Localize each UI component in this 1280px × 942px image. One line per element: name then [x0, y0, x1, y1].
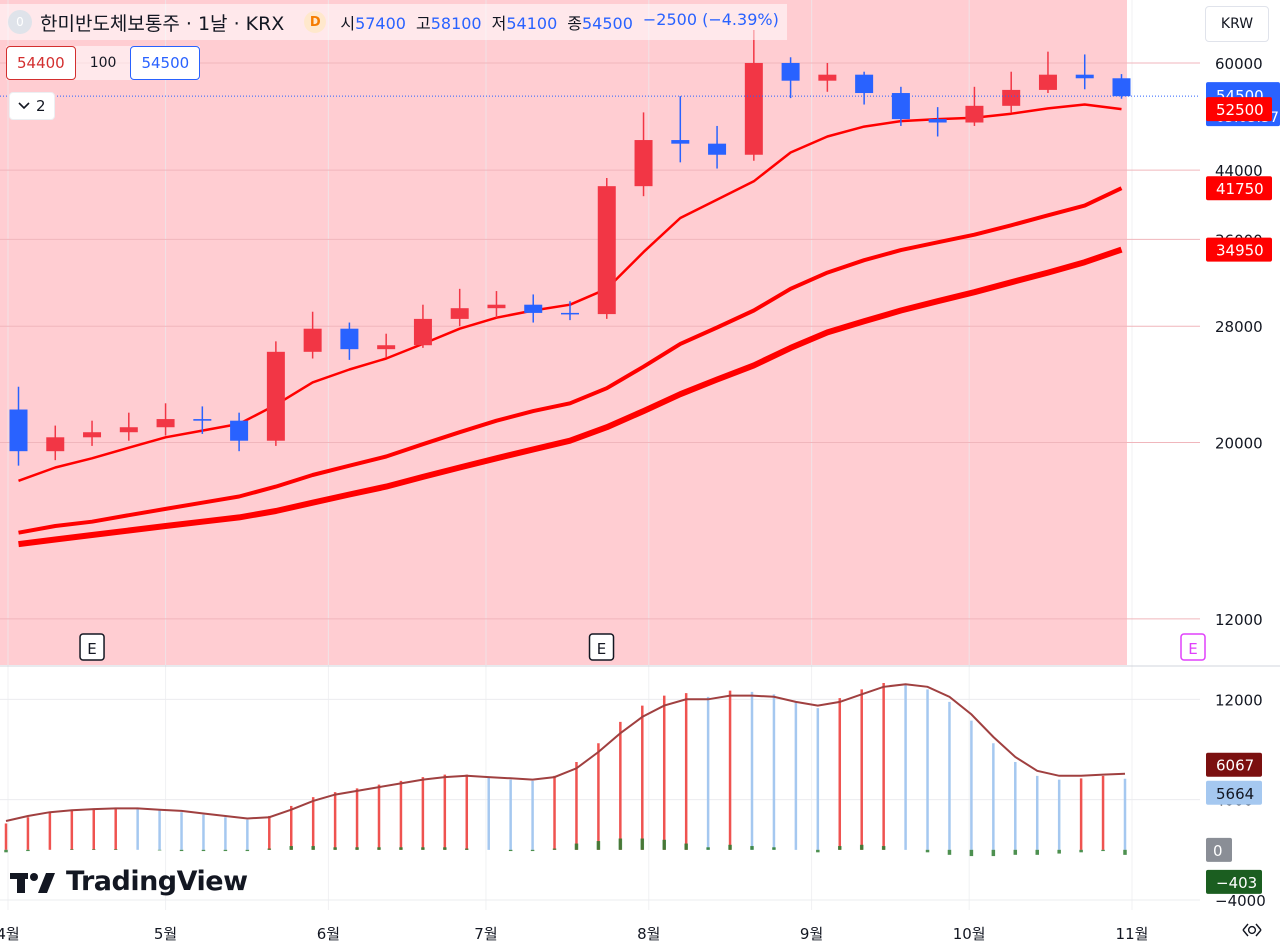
earnings-marker-label: E [87, 640, 96, 658]
candle-body [671, 140, 690, 144]
high-value: 58100 [430, 14, 482, 33]
earnings-marker [79, 633, 105, 661]
candle-body [524, 304, 543, 313]
open-key: 시 [340, 14, 356, 33]
tradingview-logo[interactable]: TradingView [10, 866, 248, 897]
candle-body [156, 419, 175, 428]
close-value: 54500 [581, 14, 633, 33]
moving-average-line [18, 246, 1123, 548]
candle-body [708, 143, 727, 155]
change-value: −2500 (−4.39%) [642, 10, 779, 29]
candle-body [1038, 74, 1057, 90]
ma-value-label: 52500 [1216, 101, 1264, 119]
candle-body [303, 328, 322, 352]
price-axis-tick-label: 44000 [1215, 162, 1263, 180]
candle-body [1002, 89, 1021, 106]
candle-body [450, 308, 469, 319]
candle-body [266, 351, 285, 441]
oscillator-value-label: 0 [1213, 842, 1223, 860]
high-key: 고 [415, 14, 431, 33]
signal-line [5, 683, 1126, 822]
currency-button[interactable]: KRW [1205, 6, 1269, 42]
time-axis-tick-label: 11월 [1116, 925, 1149, 941]
ma-value-label-bg [1206, 176, 1272, 201]
oscillator-axis-tick-label: −4000 [1215, 892, 1266, 910]
chevron-down-icon [18, 102, 30, 110]
settings-icon[interactable] [1240, 922, 1262, 942]
candle-body [818, 74, 837, 81]
ohlc-values: 시57400 고58100 저54100 종54500 −2500 (−4.39… [340, 10, 779, 34]
time-axis-tick-label: 6월 [317, 925, 340, 941]
time-axis-tick-label: 8월 [637, 925, 660, 941]
price-axis-tick-label: 12000 [1215, 611, 1263, 629]
candle-body [487, 304, 506, 309]
oscillator-value-label-bg [1206, 780, 1262, 805]
indicators-toggle-button[interactable]: 2 [9, 92, 55, 120]
candle-body [1112, 78, 1131, 97]
indicators-count: 2 [36, 97, 46, 115]
highlight-band [0, 0, 1127, 665]
candle-body [855, 74, 874, 94]
candle-body [561, 312, 579, 315]
candle-body [46, 437, 65, 452]
earnings-marker-label: E [1188, 640, 1197, 658]
symbol-title[interactable]: 한미반도체보통주 · 1날 · KRX [40, 12, 285, 35]
time-axis-tick-label: 9월 [800, 925, 823, 941]
candle-body [781, 62, 800, 81]
buy-button[interactable]: 54500 [130, 46, 201, 80]
time-axis-tick-label: 5월 [154, 925, 177, 941]
time-axis-tick-label: 10월 [953, 925, 986, 941]
ma-value-label: 34950 [1216, 242, 1264, 260]
data-source-badge[interactable]: D [304, 11, 327, 33]
symbol-header: 0 한미반도체보통주 · 1날 · KRX D 시57400 고58100 저5… [0, 4, 787, 40]
candle-body [965, 105, 984, 123]
candle-body [597, 186, 616, 315]
time-axis-tick-label: 7월 [474, 925, 497, 941]
oscillator-value-label-bg [1206, 752, 1262, 777]
close-key: 종 [567, 14, 582, 33]
ma-value-label-bg [1206, 237, 1272, 262]
moving-average-line [18, 186, 1123, 535]
candle-body [377, 345, 396, 350]
low-value: 54100 [506, 14, 558, 33]
candle-body [891, 93, 910, 120]
earnings-marker-label: E [597, 640, 606, 658]
candle-body [744, 62, 763, 155]
price-axis-tick-label: 60000 [1215, 55, 1263, 73]
oscillator-value-label-bg [1206, 837, 1232, 862]
symbol-badge[interactable]: 0 [8, 10, 32, 34]
sell-button[interactable]: 54400 [6, 46, 76, 80]
candle-body [1075, 74, 1094, 79]
candle-body [193, 419, 212, 421]
earnings-marker [588, 633, 615, 661]
tradingview-logo-text: TradingView [66, 866, 248, 897]
open-value: 57400 [355, 14, 406, 33]
oscillator-value-label: 6067 [1216, 757, 1254, 775]
candle-body [230, 420, 249, 441]
candle-body [634, 140, 653, 187]
candle-body [119, 427, 138, 433]
candle-body [928, 119, 947, 123]
tradingview-logo-icon [10, 872, 55, 893]
oscillator-axis-tick-label: 12000 [1215, 691, 1263, 709]
ma-value-label-bg [1206, 97, 1272, 122]
candle-body [83, 432, 102, 438]
oscillator-value-label: 5664 [1216, 785, 1254, 803]
quantity-label[interactable]: 100 [89, 55, 117, 71]
low-key: 저 [491, 14, 507, 33]
price-axis-tick-label: 20000 [1215, 434, 1263, 452]
earnings-marker [1180, 633, 1206, 661]
ma-value-label: 41750 [1216, 180, 1264, 198]
oscillator-value-label-bg [1206, 869, 1262, 894]
time-axis-tick-label: 4월 [0, 925, 20, 941]
candle-body [9, 409, 28, 452]
candle-body [340, 328, 359, 350]
trade-panel: 54400 100 54500 [6, 46, 201, 80]
oscillator-value-label: −403 [1216, 874, 1257, 892]
candle-body [413, 318, 432, 346]
price-axis-tick-label: 28000 [1215, 318, 1263, 336]
